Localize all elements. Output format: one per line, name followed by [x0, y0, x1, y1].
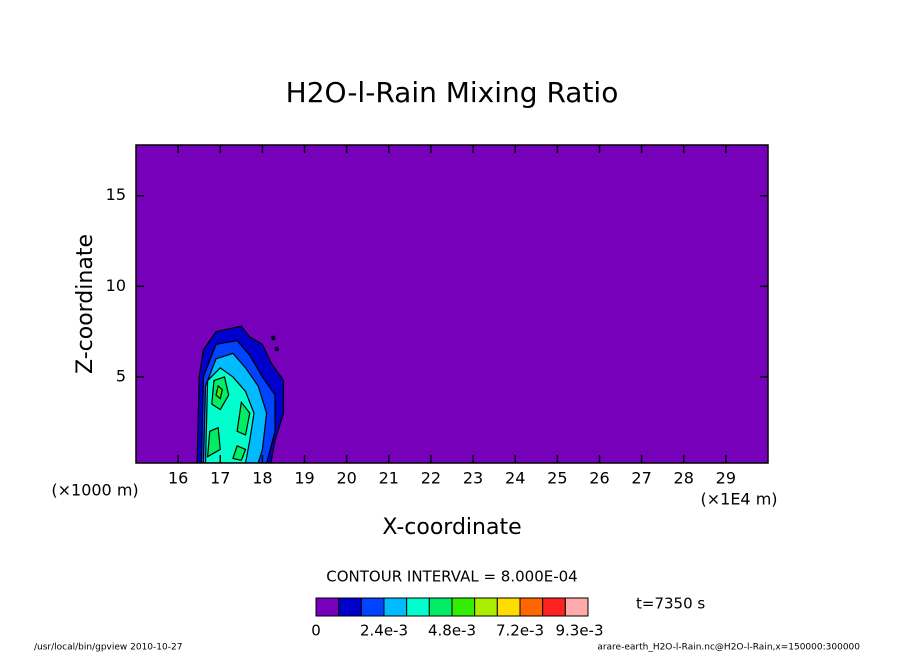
- colorbar-box: [315, 597, 340, 617]
- x-tick-label: 21: [379, 469, 399, 488]
- y-tick-label: 5: [116, 366, 126, 385]
- y-tick-label: 10: [106, 276, 126, 295]
- colorbar-box: [451, 597, 476, 617]
- colorbar-box: [519, 597, 544, 617]
- contour-region: [236, 400, 251, 436]
- colorbar-box: [383, 597, 408, 617]
- x-tick-label: 20: [336, 469, 356, 488]
- colorbar-label: 9.3e-3: [555, 622, 603, 640]
- colorbar-label: 7.2e-3: [496, 622, 544, 640]
- contour-region: [215, 384, 224, 400]
- x-tick-label: 29: [716, 469, 736, 488]
- plot-frame: [135, 144, 769, 464]
- x-tick-label: 17: [210, 469, 230, 488]
- y-axis-label: Z-coordinate: [73, 234, 98, 374]
- contour-region: [274, 346, 280, 352]
- colorbar-box: [428, 597, 453, 617]
- y-tick-label: 15: [106, 185, 126, 204]
- colorbar-box: [564, 597, 589, 617]
- x-axis-label: X-coordinate: [382, 515, 521, 540]
- contour-region: [232, 444, 247, 461]
- contour-note: CONTOUR INTERVAL = 8.000E-04: [326, 568, 577, 586]
- colorbar-label: 2.4e-3: [360, 622, 408, 640]
- colorbar-box: [496, 597, 521, 617]
- colorbar-box: [406, 597, 430, 617]
- contour-region: [270, 335, 276, 341]
- x-tick-label: 23: [463, 469, 483, 488]
- footer-right: arare-earth_H2O-l-Rain.nc@H2O-l-Rain,x=1…: [597, 643, 860, 653]
- x-tick-label: 27: [631, 469, 651, 488]
- x-tick-label: 24: [505, 469, 525, 488]
- colorbar-box: [360, 597, 385, 617]
- x-tick-label: 16: [168, 469, 188, 488]
- colorbar-label: 0: [311, 622, 321, 640]
- x-tick-label: 18: [252, 469, 272, 488]
- x-tick-label: 22: [421, 469, 441, 488]
- chart-title: H2O-l-Rain Mixing Ratio: [286, 76, 619, 109]
- x-tick-label: 26: [589, 469, 609, 488]
- x-tick-label: 25: [547, 469, 567, 488]
- x-tick-label: 19: [294, 469, 314, 488]
- colorbar-box: [542, 597, 566, 617]
- time-note: t=7350 s: [636, 595, 705, 613]
- colorbar-box: [338, 597, 362, 617]
- x-unit: (×1E4 m): [700, 490, 777, 509]
- y-unit: (×1000 m): [51, 481, 138, 500]
- colorbar-label: 4.8e-3: [428, 622, 476, 640]
- contour-region: [206, 426, 221, 458]
- footer-left: /usr/local/bin/gpview 2010-10-27: [34, 643, 182, 653]
- colorbar-box: [474, 597, 498, 617]
- x-tick-label: 28: [674, 469, 694, 488]
